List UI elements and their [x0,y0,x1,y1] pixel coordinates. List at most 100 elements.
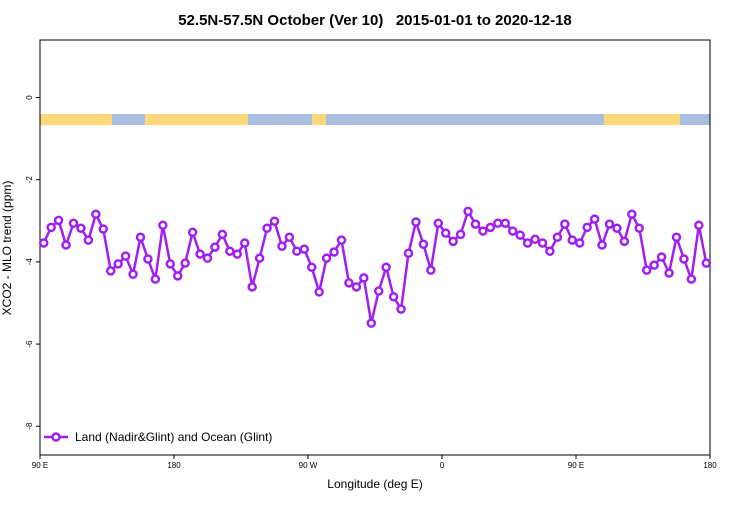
y-tick-label: -4 [25,258,34,266]
point [158,220,168,231]
point [597,240,607,250]
point [68,218,79,229]
point [679,254,689,264]
point [641,265,652,275]
point [143,254,153,264]
point [463,206,473,217]
point [619,236,630,247]
point [426,265,436,275]
point [277,241,287,252]
point [284,232,295,242]
point [485,222,496,233]
x-tick-label: 180 [167,461,181,470]
point [448,236,458,247]
point [552,232,563,242]
point [351,282,362,292]
chart-title: 52.5N-57.5N October (Ver 10) 2015-01-01 … [178,12,572,29]
point [455,229,466,240]
point [381,262,391,272]
point [530,234,540,245]
point [359,273,369,283]
point [217,229,228,240]
ocean-band [40,114,710,125]
y-tick-label: -6 [25,340,34,348]
point [113,259,123,269]
point [366,318,377,328]
point [299,244,310,254]
point [187,227,198,238]
point [120,251,131,261]
point [604,219,615,229]
point [336,235,347,245]
point [589,214,600,224]
point [329,247,339,257]
legend-label: Land (Nadir&Glint) and Ocean (Glint) [75,430,272,444]
point [344,278,354,288]
point [694,220,704,231]
point [262,223,272,233]
point [195,249,205,259]
point [627,209,637,219]
point [403,248,414,259]
point [105,266,116,276]
y-tick-label: 0 [25,95,34,100]
point [396,304,406,314]
point [254,253,265,263]
y-tick-label: -2 [25,176,34,184]
series-line [42,208,708,324]
point [656,252,667,262]
point [292,246,302,256]
point [225,246,235,256]
point [61,240,71,250]
legend-marker [51,432,61,442]
land-ocean-strip [40,114,710,125]
point [128,269,138,279]
x-tick-label: 90 E [568,461,584,470]
point [373,286,384,296]
point [165,259,176,269]
point [470,219,481,229]
x-tick-label: 90 E [32,461,48,470]
point [53,215,64,226]
point [537,238,548,248]
point [150,274,161,284]
y-tick-label: -8 [25,422,34,430]
point [440,228,451,238]
point [567,235,578,245]
point [46,222,56,233]
land-band [312,114,326,125]
point [411,217,421,227]
point [314,287,324,297]
point [269,216,280,226]
land-band [604,114,680,125]
point [232,249,243,259]
point [172,271,183,281]
point [671,232,682,242]
point [135,232,146,242]
point [306,262,317,272]
y-axis-label: XCO2 - MLO trend (ppm) [0,181,14,316]
point [321,253,332,263]
point [649,260,659,270]
point [701,258,712,268]
point [634,223,645,233]
point [83,235,94,245]
point [664,268,674,278]
x-axis-label: Longitude (deg E) [327,477,422,491]
point [515,230,525,240]
point [98,224,109,234]
x-tick-label: 180 [703,461,717,470]
point [180,258,190,268]
point [522,238,533,248]
point [574,238,585,248]
point [433,218,444,229]
land-band [40,114,112,125]
point [500,218,511,229]
point [91,209,101,219]
point [388,292,399,302]
x-tick-label: 90 W [299,461,318,470]
point [686,274,697,284]
plot-frame [39,39,711,456]
point [239,238,250,248]
